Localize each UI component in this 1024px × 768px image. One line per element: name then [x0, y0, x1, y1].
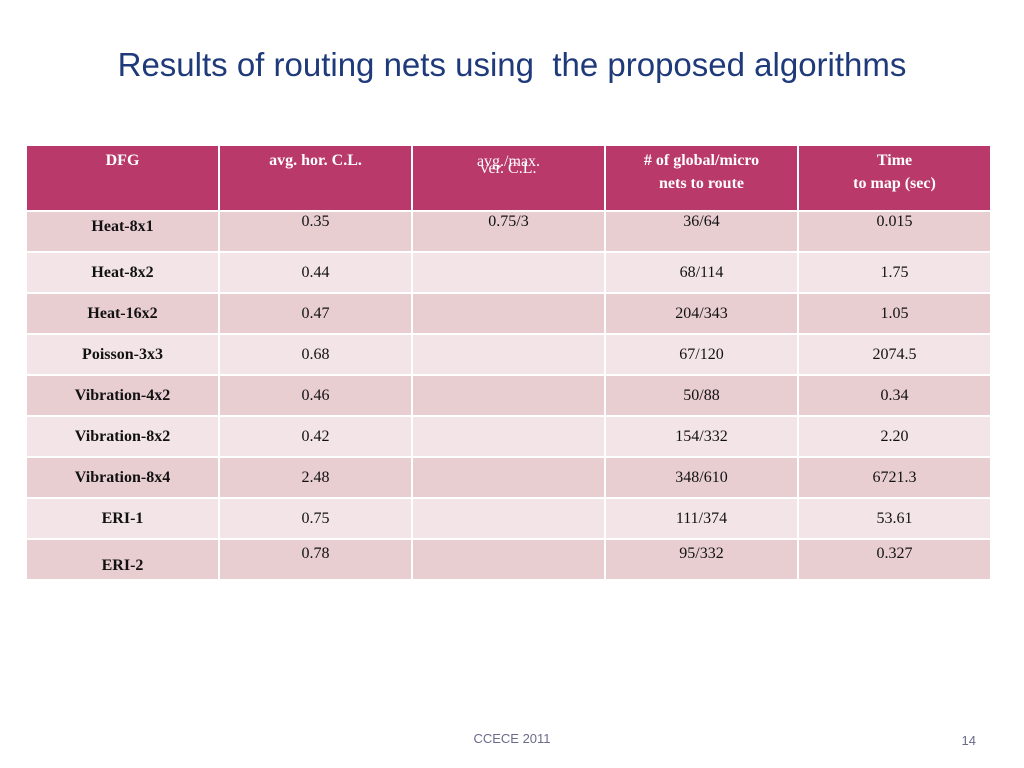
- header-dfg: DFG: [25, 144, 220, 212]
- table-row: Vibration-4x2 0.46 50/88 0.34: [25, 374, 992, 417]
- table-row: Heat-8x2 0.44 68/114 1.75: [25, 251, 992, 294]
- header-time-line1: Time: [876, 152, 913, 169]
- table-row: Vibration-8x4 2.48 348/610 6721.3: [25, 456, 992, 499]
- cell-ver-cl: 0.75/3 1.32/5 1.64/7 2.4/16 1.58/9 2.15/…: [411, 210, 606, 558]
- header-time-line2: to map (sec): [853, 175, 936, 192]
- results-table: DFG avg. hor. C.L. avg./max. ver. C.L. #…: [25, 144, 992, 581]
- cell-dfg: Heat-16x2: [25, 292, 220, 335]
- cell-nets: 348/610: [604, 456, 799, 499]
- header-time: Time to map (sec): [797, 144, 992, 212]
- page-number: 14: [961, 733, 976, 748]
- cell-ver-cl-empty: [411, 415, 606, 458]
- cell-hor-cl: 0.68: [218, 333, 413, 376]
- cell-time: 2074.5: [797, 333, 992, 376]
- cell-time: 2.20: [797, 415, 992, 458]
- header-hor-cl: avg. hor. C.L.: [218, 144, 413, 212]
- header-nets-line2: nets to route: [658, 175, 745, 192]
- cell-ver-cl-empty: [411, 374, 606, 417]
- cell-hor-cl: 0.44: [218, 251, 413, 294]
- cell-time: 0.34: [797, 374, 992, 417]
- table-row: Heat-16x2 0.47 204/343 1.05: [25, 292, 992, 335]
- cell-nets: 68/114: [604, 251, 799, 294]
- header-ver-cl-line1: avg./max.: [476, 153, 541, 170]
- cell-time: 0.327: [797, 538, 992, 581]
- cell-dfg: ERI-2: [25, 538, 220, 581]
- cell-ver-cl-empty: [411, 251, 606, 294]
- cell-ver-cl-empty: [411, 456, 606, 499]
- cell-nets: 154/332: [604, 415, 799, 458]
- table-row: Vibration-8x2 0.42 154/332 2.20: [25, 415, 992, 458]
- cell-hor-cl: 0.46: [218, 374, 413, 417]
- cell-nets: 111/374: [604, 497, 799, 540]
- cell-dfg: Vibration-8x2: [25, 415, 220, 458]
- cell-hor-cl: 0.35: [218, 210, 413, 253]
- cell-ver-cl-empty: [411, 333, 606, 376]
- cell-hor-cl: 0.47: [218, 292, 413, 335]
- table-row: ERI-2 0.78 95/332 0.327: [25, 538, 992, 581]
- header-ver-cl-line2: ver. C.L.: [480, 160, 537, 177]
- cell-ver-cl-empty: [411, 292, 606, 335]
- cell-nets: 50/88: [604, 374, 799, 417]
- cell-hor-cl: 0.78: [218, 538, 413, 581]
- table-header-row: DFG avg. hor. C.L. avg./max. ver. C.L. #…: [25, 144, 992, 212]
- cell-time: 53.61: [797, 497, 992, 540]
- cell-hor-cl: 0.75: [218, 497, 413, 540]
- cell-nets: 67/120: [604, 333, 799, 376]
- cell-nets: 36/64: [604, 210, 799, 253]
- slide-title: Results of routing nets using the propos…: [117, 46, 907, 83]
- cell-dfg: Vibration-4x2: [25, 374, 220, 417]
- cell-dfg: Heat-8x1: [25, 210, 220, 253]
- table-row: Poisson-3x3 0.68 67/120 2074.5: [25, 333, 992, 376]
- cell-ver-cl-empty: [411, 538, 606, 581]
- cell-hor-cl: 2.48: [218, 456, 413, 499]
- cell-time: 1.05: [797, 292, 992, 335]
- header-ver-cl: avg./max. ver. C.L.: [411, 144, 606, 212]
- cell-nets: 95/332: [604, 538, 799, 581]
- table-row: ERI-1 0.75 111/374 53.61: [25, 497, 992, 540]
- cell-hor-cl: 0.42: [218, 415, 413, 458]
- cell-dfg: Poisson-3x3: [25, 333, 220, 376]
- cell-dfg: Vibration-8x4: [25, 456, 220, 499]
- ver-cl-value: 0.75/3: [488, 213, 529, 230]
- footer-conference: CCECE 2011: [473, 731, 551, 746]
- cell-dfg: Heat-8x2: [25, 251, 220, 294]
- cell-time: 1.75: [797, 251, 992, 294]
- cell-dfg: ERI-1: [25, 497, 220, 540]
- table-row: Heat-8x1 0.35 0.75/3 1.32/5 1.64/7 2.4/1…: [25, 210, 992, 558]
- cell-time: 0.015: [797, 210, 992, 253]
- cell-nets: 204/343: [604, 292, 799, 335]
- header-nets-line1: # of global/micro: [643, 152, 760, 169]
- header-nets: # of global/micro nets to route: [604, 144, 799, 212]
- cell-time: 6721.3: [797, 456, 992, 499]
- cell-ver-cl-empty: [411, 497, 606, 540]
